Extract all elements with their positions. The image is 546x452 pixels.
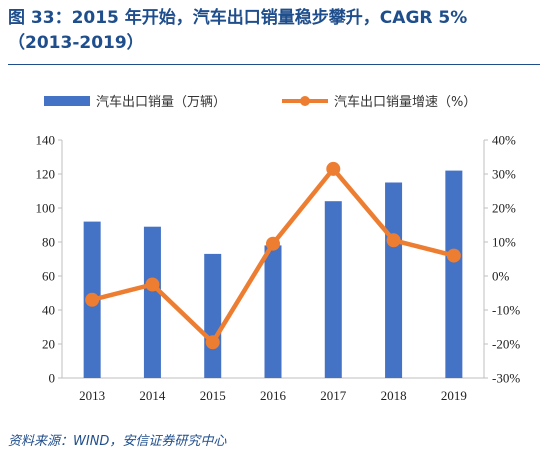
left-tick-label: 100: [36, 201, 56, 216]
x-tick-label: 2016: [260, 388, 287, 403]
right-tick-label: -10%: [492, 303, 520, 318]
left-tick-label: 40: [42, 303, 55, 318]
left-tick-label: 0: [49, 371, 56, 386]
left-tick-label: 120: [36, 167, 56, 182]
legend-line-marker: [300, 96, 310, 106]
legend-line-label: 汽车出口销量增速（%）: [334, 94, 476, 110]
right-tick-label: -30%: [492, 371, 520, 386]
chart-title: 图 33：2015 年开始，汽车出口销量稳步攀升，CAGR 5% （2013-2…: [8, 6, 542, 56]
growth-point-2019: [446, 248, 461, 263]
right-tick-label: 0%: [492, 269, 510, 284]
growth-point-2018: [386, 233, 401, 248]
bar-2017: [324, 201, 342, 378]
bar-2014: [143, 226, 161, 378]
bar-series: [83, 170, 463, 378]
source-note: 资料来源：WIND，安信证券研究中心: [8, 434, 227, 449]
bar-2015: [204, 253, 222, 378]
right-tick-label: -20%: [492, 337, 520, 352]
bar-2018: [385, 182, 403, 378]
bar-2019: [445, 170, 463, 378]
line-series: [85, 161, 461, 350]
axes: 0 20 40 60 80 100 120 140 -30% -20% -10% 0% 10% 20% 30…: [36, 133, 521, 404]
legend-bar-label: 汽车出口销量（万辆）: [96, 94, 226, 110]
chart-title-line-1: 图 33：2015 年开始，汽车出口销量稳步攀升，CAGR 5%: [8, 8, 468, 28]
left-tick-label: 20: [42, 337, 55, 352]
growth-point-2014: [145, 277, 160, 292]
title-divider: [8, 64, 540, 65]
legend-bar-swatch: [44, 96, 90, 106]
right-tick-label: 30%: [492, 167, 516, 182]
growth-point-2013: [85, 292, 100, 307]
right-tick-label: 40%: [492, 133, 516, 148]
right-tick-label: 10%: [492, 235, 516, 250]
x-tick-label: 2015: [200, 388, 226, 403]
x-tick-label: 2014: [139, 388, 166, 403]
x-tick-label: 2017: [320, 388, 347, 403]
chart-title-line-2: （2013-2019）: [8, 33, 144, 53]
x-tick-label: 2019: [441, 388, 467, 403]
bar-2016: [264, 245, 282, 378]
left-tick-label: 140: [36, 133, 56, 148]
growth-point-2016: [266, 236, 280, 251]
growth-point-2015: [205, 335, 220, 350]
combo-chart: 汽车出口销量（万辆） 汽车出口销量增速（%） 0 20 40 60 80 100 120 14…: [36, 94, 521, 404]
right-tick-label: 20%: [492, 201, 516, 216]
legend: 汽车出口销量（万辆） 汽车出口销量增速（%）: [44, 94, 476, 110]
left-tick-label: 80: [42, 235, 55, 250]
left-tick-label: 60: [42, 269, 55, 284]
x-tick-label: 2013: [79, 388, 105, 403]
growth-point-2017: [326, 161, 341, 176]
x-tick-label: 2018: [381, 388, 407, 403]
